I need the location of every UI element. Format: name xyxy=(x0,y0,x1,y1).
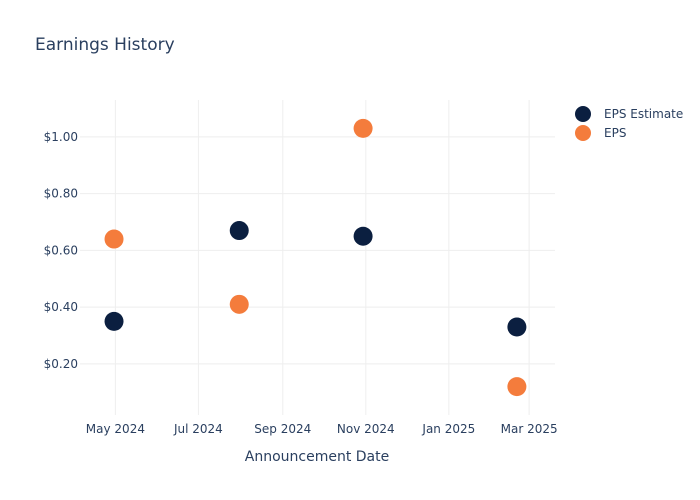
x-tick-label: May 2024 xyxy=(86,422,145,436)
x-tick-label: Mar 2025 xyxy=(501,422,558,436)
eps-point[interactable] xyxy=(353,118,373,138)
data-points xyxy=(104,118,527,397)
y-tick-label: $0.40 xyxy=(44,300,78,314)
x-tick-label: Jan 2025 xyxy=(421,422,475,436)
chart-title: Earnings History xyxy=(35,35,175,55)
eps-estimate-point[interactable] xyxy=(104,311,124,331)
eps-estimate-point[interactable] xyxy=(353,226,373,246)
y-tick-label: $0.60 xyxy=(44,243,78,257)
legend-marker xyxy=(575,106,591,122)
eps-point[interactable] xyxy=(104,229,124,249)
legend-label[interactable]: EPS xyxy=(604,126,626,140)
eps-estimate-point[interactable] xyxy=(507,317,527,337)
y-tick-labels: $0.20 $0.40 $0.60 $0.80 $1.00 xyxy=(44,130,78,371)
eps-point[interactable] xyxy=(507,377,527,397)
x-tick-label: Nov 2024 xyxy=(337,422,395,436)
x-tick-label: Sep 2024 xyxy=(254,422,311,436)
x-tick-labels: May 2024 Jul 2024 Sep 2024 Nov 2024 Jan 2025… xyxy=(86,422,558,436)
y-tick-label: $1.00 xyxy=(44,130,78,144)
legend-marker xyxy=(575,125,591,141)
legend: EPS Estimate EPS xyxy=(575,106,683,141)
y-tick-label: $0.80 xyxy=(44,187,78,201)
x-tick-label: Jul 2024 xyxy=(173,422,223,436)
grid-layer xyxy=(80,100,555,415)
legend-label[interactable]: EPS Estimate xyxy=(604,107,683,121)
y-tick-label: $0.20 xyxy=(44,357,78,371)
eps-point[interactable] xyxy=(229,294,249,314)
x-axis-title: Announcement Date xyxy=(245,449,389,465)
eps-estimate-point[interactable] xyxy=(229,221,249,241)
